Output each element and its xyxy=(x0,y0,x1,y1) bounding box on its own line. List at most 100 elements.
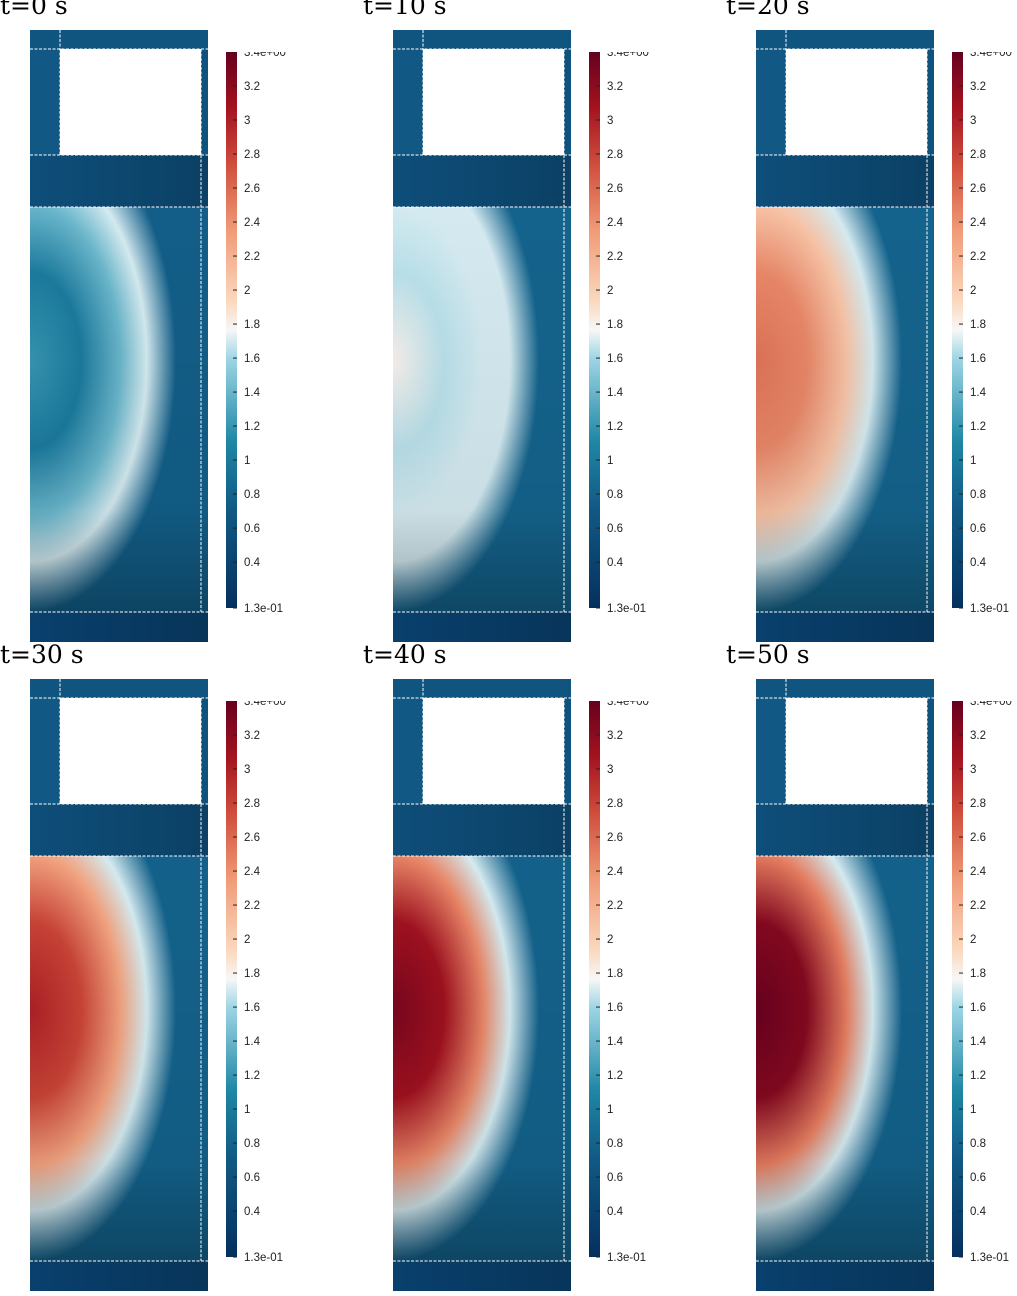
field-plot xyxy=(756,679,934,1291)
colorbar-tick-label: 2 xyxy=(970,934,976,946)
right-wall xyxy=(201,49,208,155)
panel-t40: t=40 s 3.4e+00 3.2 3 2.8 2.6 2.4 2.2 2 1.8 1.6 1.4… xyxy=(363,640,702,1296)
colorbar-tick-label: 1.4 xyxy=(970,1036,987,1048)
colorbar-gradient xyxy=(589,52,600,608)
field-plot xyxy=(756,30,934,642)
colorbar-gradient xyxy=(589,701,600,1257)
right-wall xyxy=(564,698,571,804)
colorbar-tick-label: 3 xyxy=(244,764,250,776)
colorbar-tick-label: 2.8 xyxy=(607,798,623,810)
panel-t30: t=30 s 3.4e+00 3.2 3 2.8 2.6 2.4 2.2 2 1.8 1.6 1.4… xyxy=(0,640,339,1296)
colorbar: 3.4e+00 3.2 3 2.8 2.6 2.4 2.2 2 1.8 1.6 1.4 1.2 1 0.8… xyxy=(589,701,649,1261)
colorbar-tick-label: 1.4 xyxy=(244,1036,261,1048)
colorbar: 3.4e+00 3.2 3 2.8 2.6 2.4 2.2 2 1.8 1.6 1.4 1.2 1 0.8… xyxy=(226,52,286,612)
colorbar-tick-label: 1.6 xyxy=(244,353,260,365)
colorbar-tick-label: 3.2 xyxy=(244,81,260,93)
colorbar-tick-label: 2.2 xyxy=(607,251,623,263)
colorbar-tick-label: 2.4 xyxy=(607,217,624,229)
colorbar-max-label: 3.4e+00 xyxy=(244,701,286,708)
colorbar-gradient xyxy=(226,701,237,1257)
left-channel xyxy=(393,49,423,155)
colorbar-tick-label: 2.4 xyxy=(607,866,624,878)
colorbar: 3.4e+00 3.2 3 2.8 2.6 2.4 2.2 2 1.8 1.6 1.4 1.2 1 0.8… xyxy=(952,52,1012,612)
colorbar-tick-label: 1.2 xyxy=(244,1070,260,1082)
colorbar-tick-label: 2.8 xyxy=(244,149,260,161)
colorbar-tick-label: 1.8 xyxy=(970,319,986,331)
colorbar-tick-label: 0.4 xyxy=(607,1206,624,1218)
panel-title: t=10 s xyxy=(363,0,447,20)
top-strip xyxy=(30,30,208,49)
colorbar-tick-label: 2.8 xyxy=(607,149,623,161)
colorbar-tick-label: 2.6 xyxy=(970,183,986,195)
panel-title: t=0 s xyxy=(0,0,68,20)
colorbar-tick-label: 1 xyxy=(607,455,613,467)
colorbar-tick-label: 1.8 xyxy=(244,968,260,980)
colorbar-tick-label: 2 xyxy=(607,934,613,946)
colorbar-gradient xyxy=(226,52,237,608)
colorbar-tick-label: 1.6 xyxy=(970,1002,986,1014)
colorbar-tick-label: 0.8 xyxy=(244,489,260,501)
colorbar-tick-label: 0.4 xyxy=(244,557,261,569)
colorbar-min-label: 1.3e-01 xyxy=(244,1252,283,1261)
colorbar-tick-label: 1.6 xyxy=(970,353,986,365)
colorbar-tick-label: 2.8 xyxy=(244,798,260,810)
field-plot xyxy=(30,30,208,642)
colorbar-tick-label: 1 xyxy=(607,1104,613,1116)
colorbar-tick-label: 0.8 xyxy=(970,1138,986,1150)
colorbar-gradient xyxy=(952,52,963,608)
colorbar-tick-label: 0.8 xyxy=(244,1138,260,1150)
colorbar-tick-label: 0.4 xyxy=(970,1206,987,1218)
right-wall xyxy=(564,49,571,155)
colorbar-min-label: 1.3e-01 xyxy=(970,603,1009,612)
colorbar-tick-label: 1.6 xyxy=(607,1002,623,1014)
right-wall xyxy=(201,698,208,804)
colorbar-tick-label: 2.6 xyxy=(607,183,623,195)
left-channel xyxy=(30,49,60,155)
colorbar-tick-label: 3 xyxy=(970,115,976,127)
colorbar-tick-label: 1 xyxy=(244,1104,250,1116)
colorbar-tick-label: 2.4 xyxy=(244,866,261,878)
panel-title: t=40 s xyxy=(363,640,447,669)
colorbar-tick-label: 2.2 xyxy=(607,900,623,912)
top-strip xyxy=(393,30,571,49)
colorbar-tick-label: 0.8 xyxy=(970,489,986,501)
colorbar-gradient xyxy=(952,701,963,1257)
colorbar-tick-label: 1 xyxy=(244,455,250,467)
colorbar-tick-label: 3.2 xyxy=(244,730,260,742)
colorbar-tick-label: 2.4 xyxy=(244,217,261,229)
panel-title: t=30 s xyxy=(0,640,84,669)
colorbar-tick-label: 3.2 xyxy=(607,81,623,93)
colorbar-tick-label: 1.2 xyxy=(244,421,260,433)
left-channel xyxy=(393,698,423,804)
colorbar-tick-label: 0.6 xyxy=(607,1172,623,1184)
top-strip xyxy=(756,30,934,49)
colorbar-min-label: 1.3e-01 xyxy=(607,603,646,612)
panel-t20: t=20 s 3.4e+00 3.2 3 2.8 2.6 2.4 2.2 2 1.8 1.6 1.4… xyxy=(726,0,1017,647)
colorbar-tick-label: 0.4 xyxy=(244,1206,261,1218)
top-strip xyxy=(756,679,934,698)
colorbar-min-label: 1.3e-01 xyxy=(970,1252,1009,1261)
left-channel xyxy=(756,49,786,155)
colorbar-tick-label: 2.6 xyxy=(607,832,623,844)
colorbar-tick-label: 1.2 xyxy=(970,1070,986,1082)
colorbar-tick-label: 0.4 xyxy=(970,557,987,569)
colorbar-tick-label: 2 xyxy=(607,285,613,297)
colorbar-tick-label: 0.6 xyxy=(970,523,986,535)
colorbar-min-label: 1.3e-01 xyxy=(244,603,283,612)
colorbar-tick-label: 2.8 xyxy=(970,149,986,161)
colorbar-tick-label: 1.8 xyxy=(607,319,623,331)
colorbar-tick-label: 1.4 xyxy=(607,1036,624,1048)
colorbar-tick-label: 2 xyxy=(244,285,250,297)
right-wall xyxy=(927,698,934,804)
colorbar-tick-label: 2 xyxy=(244,934,250,946)
colorbar-tick-label: 1.2 xyxy=(607,421,623,433)
colorbar: 3.4e+00 3.2 3 2.8 2.6 2.4 2.2 2 1.8 1.6 1.4 1.2 1 0.8… xyxy=(952,701,1012,1261)
colorbar-tick-label: 1.2 xyxy=(607,1070,623,1082)
colorbar-tick-label: 0.8 xyxy=(607,489,623,501)
colorbar-max-label: 3.4e+00 xyxy=(244,52,286,59)
colorbar: 3.4e+00 3.2 3 2.8 2.6 2.4 2.2 2 1.8 1.6 1.4 1.2 1 0.8… xyxy=(226,701,286,1261)
colorbar-tick-label: 1.4 xyxy=(970,387,987,399)
colorbar-tick-label: 2.6 xyxy=(244,832,260,844)
colorbar-tick-label: 1.6 xyxy=(244,1002,260,1014)
colorbar-max-label: 3.4e+00 xyxy=(607,52,649,59)
